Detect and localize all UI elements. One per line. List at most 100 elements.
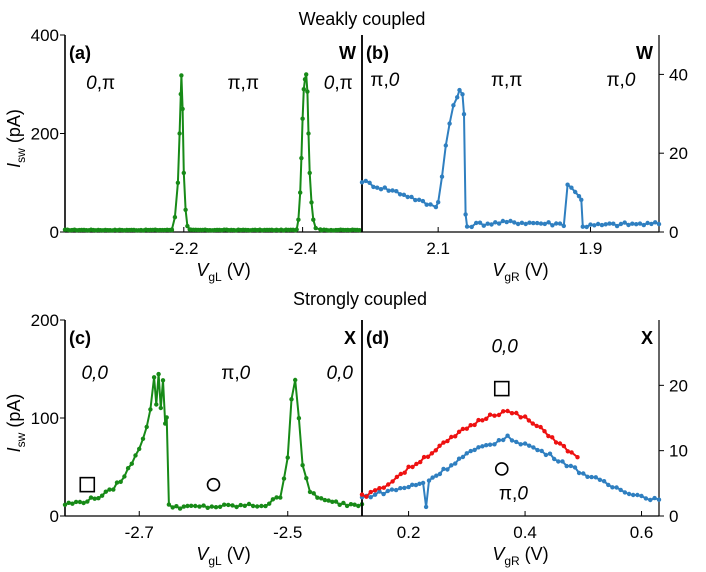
x-axis-label: VgL (V) <box>196 544 250 568</box>
data-point <box>464 451 469 456</box>
data-point <box>302 77 308 82</box>
data-point <box>99 493 105 498</box>
data-point <box>85 499 90 504</box>
data-point <box>626 222 631 228</box>
data-point <box>584 224 589 230</box>
data-point <box>122 474 127 479</box>
data-point <box>542 221 547 227</box>
data-point <box>518 415 523 420</box>
data-point <box>420 480 426 486</box>
data-point <box>550 223 555 228</box>
data-point <box>626 491 632 497</box>
x-tick-label: 0.4 <box>513 523 537 542</box>
data-point <box>177 506 183 511</box>
data-point <box>423 504 429 510</box>
weakly-coupled-title: Weakly coupled <box>299 9 426 29</box>
x-axis-label: VgR (V) <box>492 260 548 284</box>
data-point <box>402 470 407 475</box>
data-point <box>480 444 485 449</box>
data-point <box>487 412 493 417</box>
data-point <box>606 482 611 488</box>
data-point <box>270 497 276 502</box>
data-point <box>649 221 654 227</box>
data-point <box>474 220 479 226</box>
data-point <box>601 479 607 484</box>
data-point <box>607 221 612 226</box>
data-point <box>496 412 502 418</box>
y-tick-label: 0 <box>669 223 678 242</box>
data-point <box>441 466 446 472</box>
data-point <box>242 503 247 508</box>
data-point <box>246 501 252 507</box>
data-point <box>357 228 362 233</box>
data-point <box>222 502 227 507</box>
data-point <box>378 187 384 192</box>
data-point <box>377 486 382 491</box>
data-point <box>281 476 287 481</box>
data-point <box>140 436 146 441</box>
data-point <box>437 443 442 448</box>
data-point <box>129 461 134 466</box>
data-point <box>464 426 469 431</box>
data-point <box>73 499 79 505</box>
data-point <box>259 503 264 509</box>
data-point <box>514 410 519 416</box>
data-point <box>405 194 410 200</box>
x-tick-label: 2.1 <box>426 239 450 258</box>
data-point <box>468 448 473 454</box>
data-point <box>144 424 149 430</box>
data-point <box>322 497 328 503</box>
data-point <box>111 487 116 492</box>
y-tick-label: 0 <box>669 507 678 526</box>
data-point <box>158 405 163 411</box>
data-point <box>572 465 578 470</box>
data-point <box>364 494 369 499</box>
data-point <box>417 481 422 486</box>
data-point <box>341 500 346 506</box>
series-line <box>361 87 660 229</box>
circle-marker <box>206 477 221 492</box>
data-point <box>189 503 194 508</box>
y-tick-label: 20 <box>669 376 688 395</box>
data-point <box>637 221 643 226</box>
data-point <box>460 92 465 97</box>
data-point <box>409 194 414 200</box>
data-point <box>401 192 407 197</box>
data-point <box>581 471 586 476</box>
data-point <box>205 505 210 510</box>
panel-corner-label: X <box>344 328 356 348</box>
data-point <box>311 491 316 496</box>
data-point <box>618 487 623 493</box>
data-point <box>509 411 515 416</box>
data-point <box>402 485 407 491</box>
data-point <box>418 459 423 465</box>
data-point <box>592 223 597 228</box>
data-point <box>430 475 435 480</box>
panel-a: -2.2 -2.4 0 200 400 VgL (V) Isw (pA) (a) W 0,π π,π… <box>4 26 363 284</box>
data-point <box>547 451 553 456</box>
data-point <box>546 433 551 439</box>
data-point <box>201 503 206 508</box>
data-point <box>508 218 513 224</box>
y-axis-label: Isw (pA) <box>4 394 28 453</box>
y-tick-label: 20 <box>669 144 688 163</box>
data-point <box>390 479 395 484</box>
data-point <box>543 452 549 458</box>
data-point <box>390 188 395 193</box>
data-point <box>180 106 185 112</box>
data-point <box>285 455 290 460</box>
data-point <box>299 155 304 161</box>
data-point <box>501 437 506 443</box>
data-point <box>160 378 166 383</box>
data-point <box>597 477 603 482</box>
data-point <box>319 496 324 501</box>
panel-label: (a) <box>69 43 91 63</box>
data-point <box>372 492 378 497</box>
data-point <box>274 495 279 500</box>
data-point <box>460 454 466 460</box>
data-point <box>464 224 470 229</box>
data-point <box>639 493 644 499</box>
data-point <box>382 185 387 190</box>
data-point <box>522 441 528 446</box>
data-point <box>421 454 427 460</box>
